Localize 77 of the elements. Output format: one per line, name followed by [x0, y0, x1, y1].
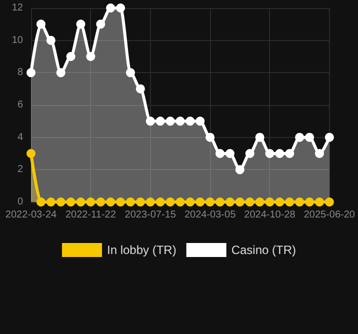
point	[86, 198, 96, 206]
point	[285, 198, 294, 206]
point	[136, 198, 145, 206]
point	[216, 198, 224, 206]
point	[66, 198, 76, 206]
point	[305, 132, 314, 142]
y-tick-label: 10	[12, 34, 24, 46]
point	[295, 132, 304, 142]
point	[295, 198, 304, 206]
point	[235, 198, 244, 206]
point	[275, 198, 284, 206]
point	[126, 198, 135, 206]
point	[206, 132, 215, 142]
point	[206, 198, 215, 206]
point	[196, 116, 205, 126]
y-tick-label: 0	[17, 196, 24, 208]
point	[225, 198, 234, 206]
y-tick-label: 4	[17, 132, 24, 143]
point	[86, 52, 96, 61]
point	[76, 198, 86, 206]
point	[36, 20, 46, 29]
point	[116, 198, 126, 206]
point	[186, 116, 195, 126]
point	[245, 149, 254, 158]
x-tick-label: 2022-11-22	[65, 210, 116, 220]
legend-label: Casino (TR)	[231, 243, 296, 257]
point	[56, 68, 66, 78]
x-tick-label: 2025-06-20	[304, 210, 356, 220]
point	[156, 116, 165, 126]
x-tick-label: 2023-07-15	[124, 210, 176, 220]
point	[66, 52, 76, 61]
point	[46, 198, 56, 206]
point	[76, 20, 86, 29]
point	[56, 198, 66, 206]
point	[265, 149, 274, 158]
point	[26, 149, 36, 158]
legend-label: In lobby (TR)	[106, 243, 176, 257]
point	[176, 116, 185, 126]
point	[96, 198, 106, 206]
point	[26, 68, 36, 78]
point	[156, 198, 165, 206]
point	[285, 149, 294, 158]
x-tick-label: 2024-10-28	[244, 210, 296, 220]
point	[36, 198, 46, 206]
y-tick-label: 6	[17, 100, 24, 110]
point	[96, 20, 106, 29]
point	[314, 198, 324, 206]
point	[106, 198, 116, 206]
point	[255, 198, 264, 206]
point	[186, 198, 195, 206]
point	[275, 149, 284, 158]
point	[235, 165, 244, 174]
point	[196, 198, 205, 206]
y-tick-label: 12	[12, 2, 24, 14]
point	[166, 116, 175, 126]
point	[305, 198, 314, 206]
point	[314, 149, 324, 158]
point	[146, 116, 155, 126]
point	[265, 198, 274, 206]
point	[225, 149, 234, 158]
point	[136, 84, 145, 94]
y-tick-label: 8	[17, 67, 24, 78]
point	[46, 36, 56, 45]
point	[324, 198, 334, 206]
point	[176, 198, 185, 206]
point	[216, 149, 224, 158]
point	[116, 4, 126, 12]
y-tick-label: 2	[17, 164, 24, 176]
point	[255, 132, 264, 142]
point	[146, 198, 155, 206]
point	[245, 198, 254, 206]
point	[324, 132, 334, 142]
x-tick-label: 2022-03-24	[5, 210, 58, 220]
point	[166, 198, 175, 206]
point	[126, 68, 135, 78]
x-tick-label: 2024-03-05	[184, 210, 236, 220]
point	[106, 4, 116, 12]
